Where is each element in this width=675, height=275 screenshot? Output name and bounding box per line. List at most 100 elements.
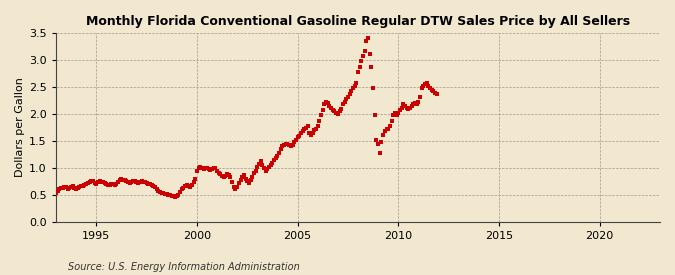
Point (264, 165, 275, 169)
Point (220, 174, 231, 178)
Point (96, 180, 107, 184)
Point (180, 183, 190, 188)
Point (95, 179, 105, 183)
Point (430, 90, 441, 95)
Point (207, 167, 217, 171)
Point (348, 86, 358, 90)
Point (55, 186, 66, 191)
Point (364, 52, 375, 56)
Point (106, 181, 117, 186)
Point (203, 167, 214, 171)
Point (57, 186, 68, 190)
Point (65, 185, 76, 189)
Point (72, 186, 83, 191)
Point (84, 180, 95, 184)
Point (287, 143, 298, 147)
Y-axis label: Dollars per Gallon: Dollars per Gallon (15, 78, 25, 177)
Point (404, 105, 415, 110)
Point (413, 100, 424, 104)
Point (327, 108, 338, 112)
Point (200, 166, 211, 170)
Point (369, 113, 380, 117)
Point (153, 189, 164, 193)
Point (202, 166, 213, 170)
Point (79, 183, 90, 187)
Point (255, 159, 266, 164)
Point (141, 181, 152, 185)
Point (117, 178, 128, 182)
Point (159, 191, 170, 196)
Point (123, 180, 134, 185)
Point (371, 138, 382, 142)
Point (296, 131, 306, 135)
Point (138, 180, 148, 184)
Point (267, 160, 278, 165)
Point (338, 102, 348, 107)
Point (326, 105, 337, 110)
Point (250, 168, 261, 173)
Point (247, 175, 258, 179)
Point (386, 118, 397, 123)
Point (358, 54, 369, 58)
Point (254, 161, 265, 166)
Point (148, 183, 159, 188)
Point (279, 143, 290, 147)
Point (314, 118, 325, 123)
Text: Source: U.S. Energy Information Administration: Source: U.S. Energy Information Administ… (68, 262, 299, 272)
Point (375, 151, 385, 155)
Point (209, 166, 219, 170)
Point (403, 106, 414, 111)
Point (113, 180, 124, 184)
Point (302, 124, 313, 128)
Point (389, 111, 400, 115)
Point (344, 91, 355, 96)
Point (257, 163, 268, 167)
Point (136, 179, 147, 183)
Point (406, 104, 417, 108)
Point (416, 86, 427, 90)
Point (144, 182, 155, 186)
Point (321, 100, 331, 104)
Point (178, 186, 189, 190)
Point (385, 124, 396, 128)
Point (146, 182, 157, 187)
Point (289, 140, 300, 144)
Point (198, 167, 209, 171)
Point (128, 179, 138, 183)
Point (379, 129, 390, 133)
Point (111, 182, 122, 186)
Point (349, 84, 360, 88)
Point (124, 181, 135, 185)
Point (88, 179, 99, 183)
Point (269, 158, 279, 162)
Point (431, 91, 442, 96)
Point (238, 173, 249, 177)
Point (304, 131, 315, 135)
Point (427, 88, 437, 92)
Point (68, 183, 78, 188)
Point (351, 81, 362, 85)
Point (265, 163, 276, 167)
Point (156, 191, 167, 195)
Point (316, 113, 327, 117)
Point (185, 185, 196, 189)
Point (418, 84, 429, 88)
Point (205, 167, 216, 172)
Point (317, 108, 328, 112)
Point (273, 151, 284, 155)
Point (244, 181, 254, 185)
Point (323, 101, 333, 106)
Point (192, 168, 202, 173)
Point (299, 127, 310, 131)
Point (342, 95, 353, 99)
Point (74, 185, 85, 189)
Point (103, 183, 113, 187)
Point (392, 113, 402, 117)
Point (134, 180, 145, 185)
Point (61, 185, 72, 189)
Point (210, 166, 221, 170)
Point (225, 175, 236, 179)
Point (235, 178, 246, 182)
Point (310, 127, 321, 131)
Point (213, 171, 224, 175)
